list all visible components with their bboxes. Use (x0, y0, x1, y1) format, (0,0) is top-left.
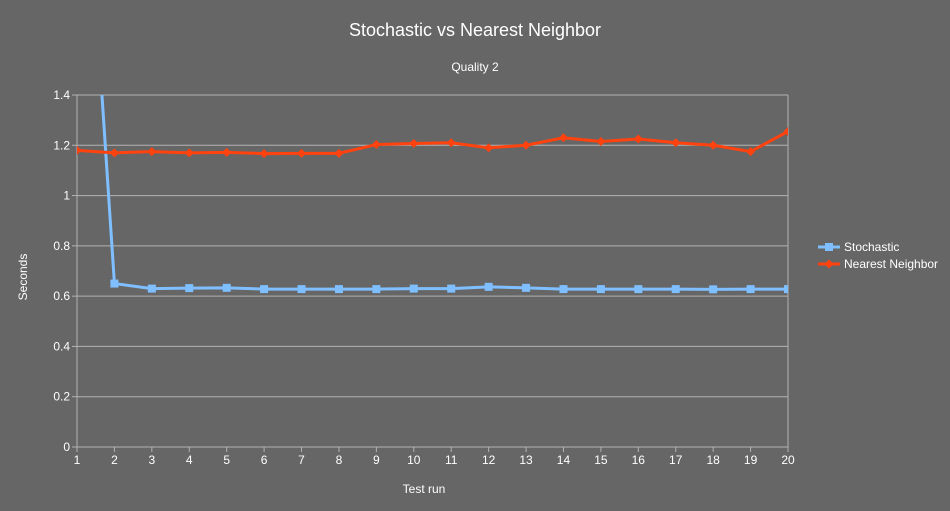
data-point (708, 140, 718, 150)
y-tick-label: 0.4 (53, 339, 70, 353)
data-point (559, 285, 568, 294)
x-tick-label: 13 (519, 453, 533, 467)
data-point (671, 285, 680, 294)
data-point (634, 285, 643, 294)
legend: Stochastic Nearest Neighbor (818, 240, 938, 271)
x-tick-label: 14 (557, 453, 571, 467)
x-tick-label: 15 (594, 453, 608, 467)
data-point (260, 285, 269, 294)
series-nearest-neighbor (77, 126, 788, 159)
data-point (409, 139, 419, 149)
y-tick-label: 0.8 (53, 239, 70, 253)
data-point (372, 285, 381, 294)
x-tick-label: 4 (186, 453, 193, 467)
data-point (633, 134, 643, 144)
data-point (110, 279, 119, 288)
y-tick-label: 1.2 (53, 138, 70, 152)
data-point (447, 284, 456, 293)
x-tick-label: 3 (148, 453, 155, 467)
chart-subtitle: Quality 2 (451, 60, 499, 74)
data-point (746, 147, 756, 157)
series-layer (77, 95, 788, 294)
x-tick-label: 11 (445, 453, 458, 467)
data-point (746, 285, 755, 294)
legend-marker (825, 243, 833, 251)
y-tick-label: 1.4 (53, 88, 70, 102)
data-point (558, 133, 568, 143)
x-tick-label: 16 (632, 453, 646, 467)
legend-marker (824, 259, 834, 269)
x-tick-label: 7 (298, 453, 305, 467)
axes: 00.20.40.60.811.21.41 2 3 4 5 6 7 8 9 10 11 12 13 14 1… (53, 88, 795, 467)
x-tick-label: 10 (407, 453, 421, 467)
data-point (521, 140, 531, 150)
data-point (371, 140, 381, 150)
chart-title: Stochastic vs Nearest Neighbor (349, 20, 601, 40)
data-point (77, 145, 82, 155)
data-point (671, 138, 681, 148)
y-tick-label: 0.6 (53, 289, 70, 303)
data-point (409, 284, 418, 293)
data-point (596, 137, 606, 147)
data-point (222, 283, 231, 292)
data-point (147, 284, 156, 293)
y-tick-label: 0.2 (53, 390, 70, 404)
x-tick-label: 1 (74, 453, 81, 467)
data-point (259, 149, 269, 159)
x-tick-label: 18 (706, 453, 720, 467)
x-tick-label: 2 (111, 453, 118, 467)
x-tick-label: 12 (482, 453, 496, 467)
y-axis-label: Seconds (16, 254, 30, 301)
y-tick-label: 1 (63, 189, 70, 203)
x-tick-label: 9 (373, 453, 380, 467)
data-point (334, 285, 343, 294)
data-point (222, 147, 232, 157)
gridlines (77, 94, 789, 448)
data-point (297, 148, 307, 158)
legend-label: Nearest Neighbor (844, 257, 938, 271)
x-axis-label: Test run (403, 482, 446, 496)
data-point (522, 283, 531, 292)
data-point (784, 285, 788, 294)
data-point (297, 285, 306, 294)
legend-label: Stochastic (844, 240, 899, 254)
series-stochastic (100, 95, 788, 294)
x-tick-label: 5 (223, 453, 230, 467)
data-point (185, 284, 194, 293)
x-tick-label: 17 (669, 453, 683, 467)
x-tick-label: 6 (261, 453, 268, 467)
data-point (446, 138, 456, 148)
data-point (109, 148, 119, 158)
data-point (334, 148, 344, 158)
series-line (77, 130, 788, 156)
data-point (184, 148, 194, 158)
series-line (100, 95, 788, 291)
x-tick-label: 8 (336, 453, 343, 467)
data-point (783, 126, 788, 136)
data-point (484, 143, 494, 153)
data-point (709, 285, 718, 294)
data-point (484, 282, 493, 291)
data-point (147, 147, 157, 157)
data-point (596, 285, 605, 294)
x-tick-label: 20 (781, 453, 795, 467)
x-tick-label: 19 (744, 453, 758, 467)
y-tick-label: 0 (63, 440, 70, 454)
